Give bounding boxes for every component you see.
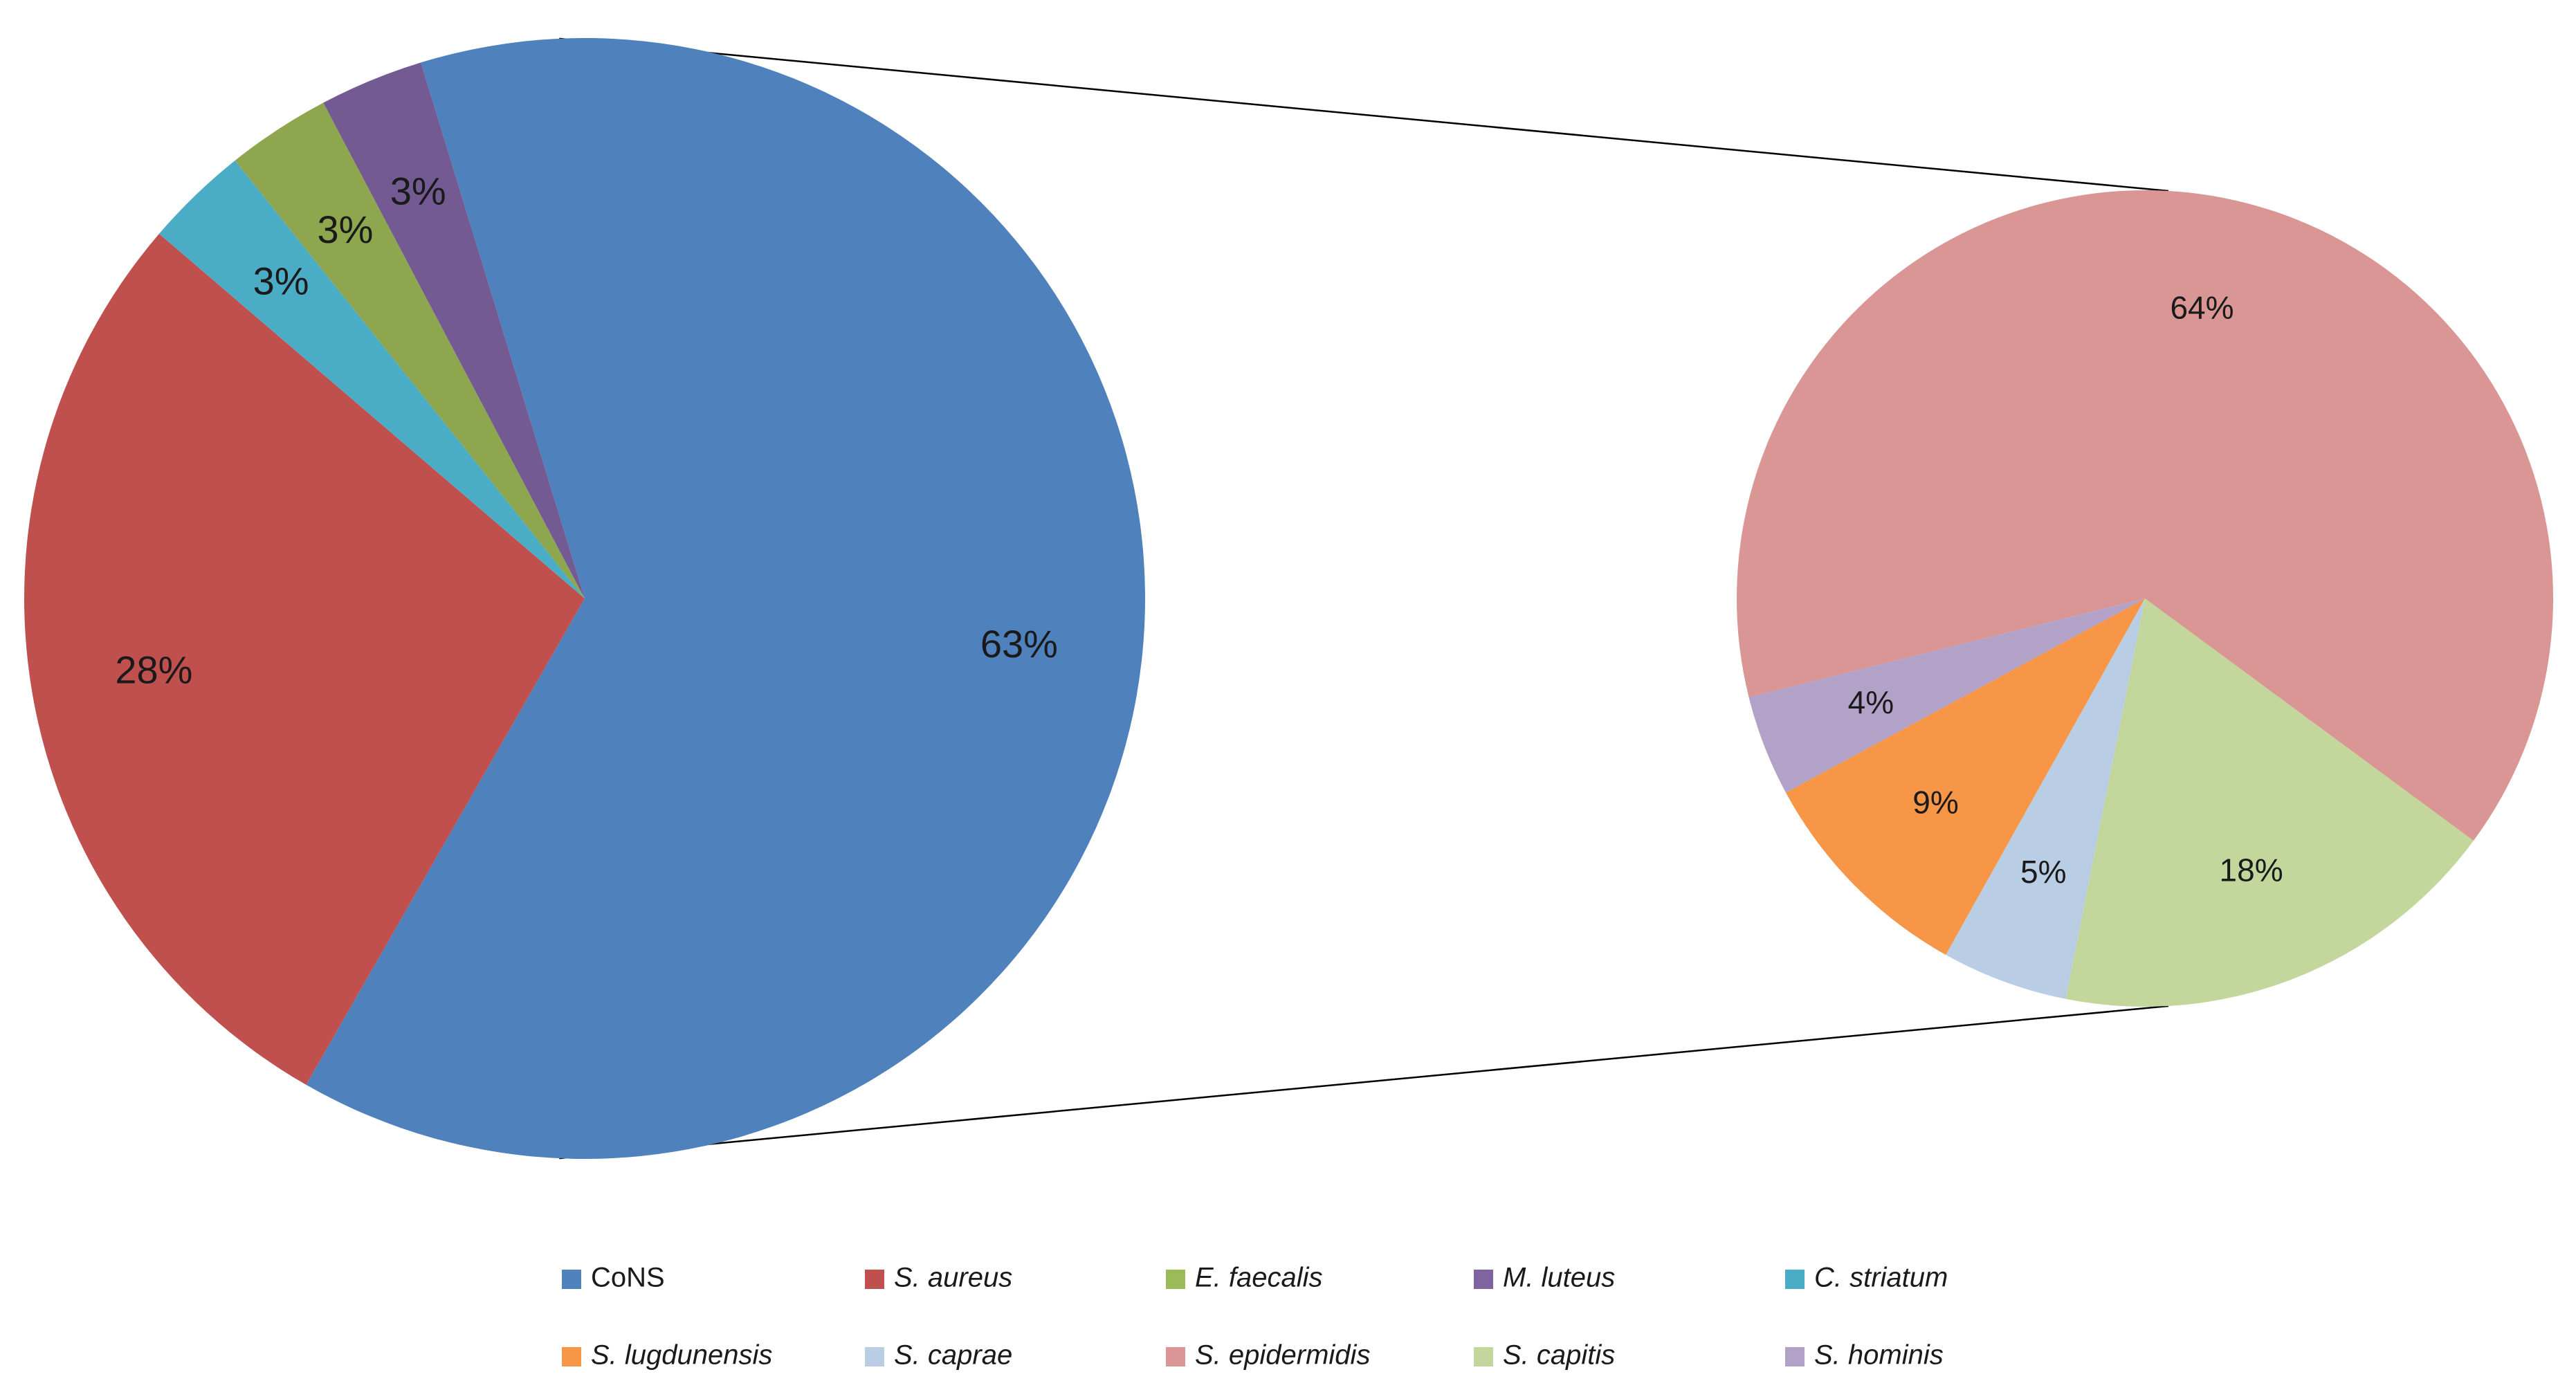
main-label-cons: 63%	[980, 622, 1058, 666]
connector-lines	[559, 37, 2169, 1160]
legend-label-s-epidermidis: S. epidermidis	[1195, 1340, 1370, 1371]
main-label-e-faecalis: 3%	[318, 208, 374, 251]
main-pie: 63%28%3%3%3%	[24, 37, 1145, 1159]
main-slice-m-luteus	[323, 62, 585, 598]
legend-label-s-aureus: S. aureus	[894, 1263, 1012, 1293]
main-slice-cons	[306, 37, 1145, 1159]
legend-swatch-s-aureus	[865, 1270, 884, 1289]
secondary-pie: 64% 18% 5% 9% 4%	[1737, 190, 2554, 1007]
legend-label-c-striatum: C. striatum	[1814, 1263, 1948, 1293]
connector-bottom	[559, 1005, 2169, 1160]
main-label-s-aureus: 28%	[115, 648, 192, 691]
main-label-c-striatum: 3%	[253, 259, 309, 302]
legend-label-s-caprae: S. caprae	[894, 1340, 1012, 1371]
legend-swatch-m-luteus	[1474, 1270, 1493, 1289]
legend-label-m-luteus: M. luteus	[1503, 1263, 1615, 1293]
legend-label-cons: CoNS	[591, 1263, 665, 1293]
legend-swatch-s-capitis	[1474, 1347, 1493, 1366]
legend-label-e-faecalis: E. faecalis	[1195, 1263, 1323, 1293]
legend-swatch-s-epidermidis	[1166, 1347, 1185, 1366]
legend-swatch-s-hominis	[1785, 1347, 1805, 1366]
secondary-slice-s-hominis	[1748, 598, 2145, 793]
legend-label-s-capitis: S. capitis	[1503, 1340, 1615, 1371]
legend-swatch-cons	[562, 1270, 581, 1289]
secondary-label-s-caprae: 5%	[2020, 854, 2066, 890]
legend-label-s-hominis: S. hominis	[1814, 1340, 1944, 1371]
connector-top	[559, 37, 2169, 192]
legend-swatch-s-lugdunensis	[562, 1347, 581, 1366]
legend-swatch-c-striatum	[1785, 1270, 1805, 1289]
legend: CoNS S. aureus E. faecalis M. luteus C. stri…	[562, 1263, 1948, 1371]
legend-swatch-e-faecalis	[1166, 1270, 1185, 1289]
main-slice-s-aureus	[24, 233, 585, 1085]
secondary-slice-s-caprae	[1946, 598, 2145, 999]
legend-swatch-s-caprae	[865, 1347, 884, 1366]
legend-label-s-lugdunensis: S. lugdunensis	[591, 1340, 772, 1371]
secondary-label-s-capitis: 18%	[2220, 852, 2283, 888]
secondary-label-s-hominis: 4%	[1848, 684, 1894, 720]
secondary-label-s-epidermidis: 64%	[2170, 289, 2234, 325]
secondary-slice-s-epidermidis	[1737, 190, 2554, 841]
secondary-slice-s-lugdunensis	[1786, 598, 2145, 955]
secondary-slice-s-capitis	[2065, 598, 2474, 1007]
main-slice-e-faecalis	[235, 102, 585, 599]
main-slice-c-striatum	[158, 160, 585, 599]
secondary-label-s-lugdunensis: 9%	[1912, 784, 1958, 820]
main-label-m-luteus: 3%	[390, 170, 446, 213]
